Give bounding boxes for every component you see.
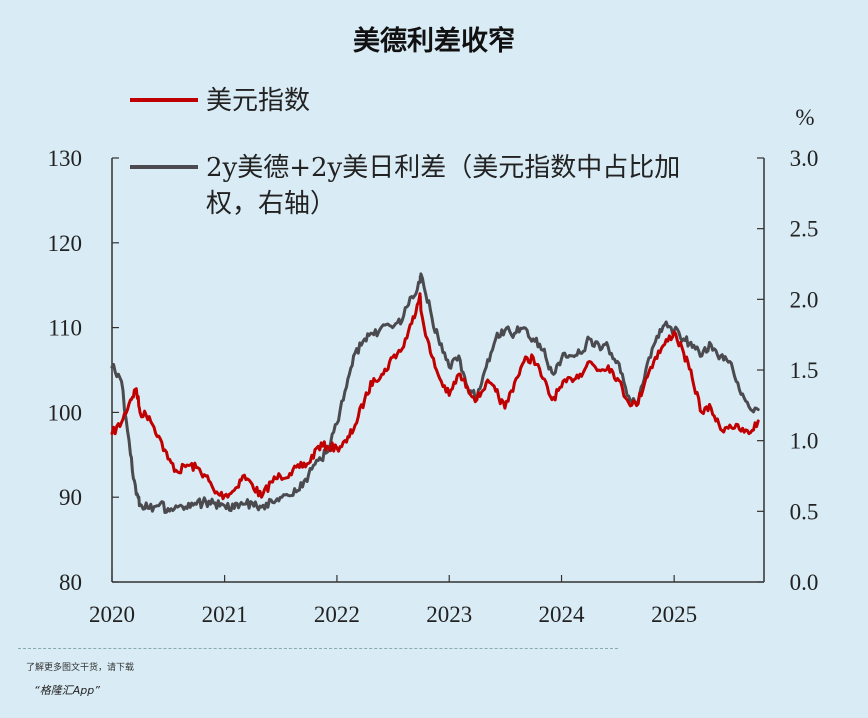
- right-tick-label: 0.0: [790, 570, 819, 595]
- legend-label-usd-index: 美元指数: [206, 86, 310, 116]
- series-line-spread: [110, 272, 760, 514]
- chart-title: 美德利差收窄: [353, 25, 515, 57]
- ticks: 130 120 110 100 90 80 3.0 2.5 2.0 1.5 1.0 0.5 0.0 202…: [48, 146, 819, 627]
- x-tick-label: 2024: [539, 602, 586, 627]
- right-tick-label: 0.5: [790, 499, 819, 524]
- x-tick-label: 2021: [202, 602, 248, 627]
- series-line-usd-index: [110, 292, 760, 501]
- right-tick-label: 3.0: [790, 146, 819, 171]
- footer-divider: [18, 648, 618, 649]
- footer-download-prompt: 了解更多图文干货，请下载: [26, 663, 135, 673]
- footer-app-name: “格隆汇App”: [34, 684, 100, 697]
- left-tick-label: 90: [59, 485, 82, 510]
- legend-label-spread-line2: 权，右轴）: [206, 189, 336, 219]
- x-tick-label: 2023: [426, 602, 472, 627]
- legend-label-spread-line1: 2y美德+2y美日利差（美元指数中占比加: [206, 153, 680, 183]
- right-tick-label: 1.0: [790, 429, 819, 454]
- left-tick-label: 130: [48, 146, 83, 171]
- right-tick-label: 1.5: [790, 358, 819, 383]
- x-tick-label: 2020: [89, 602, 135, 627]
- left-tick-label: 110: [48, 316, 82, 341]
- left-tick-label: 100: [48, 400, 83, 425]
- left-tick-label: 120: [48, 231, 83, 256]
- x-tick-label: 2022: [314, 602, 360, 627]
- right-axis-unit: %: [795, 105, 814, 130]
- x-tick-label: 2025: [651, 602, 697, 627]
- right-tick-label: 2.0: [790, 287, 819, 312]
- legend: 美元指数 2y美德+2y美日利差（美元指数中占比加 权，右轴）: [130, 86, 689, 219]
- legend-label-spread: 2y美德+2y美日利差（美元指数中占比加 权，右轴）: [206, 153, 689, 219]
- right-tick-label: 2.5: [790, 217, 819, 242]
- series-layer: [110, 272, 760, 514]
- left-tick-label: 80: [59, 570, 82, 595]
